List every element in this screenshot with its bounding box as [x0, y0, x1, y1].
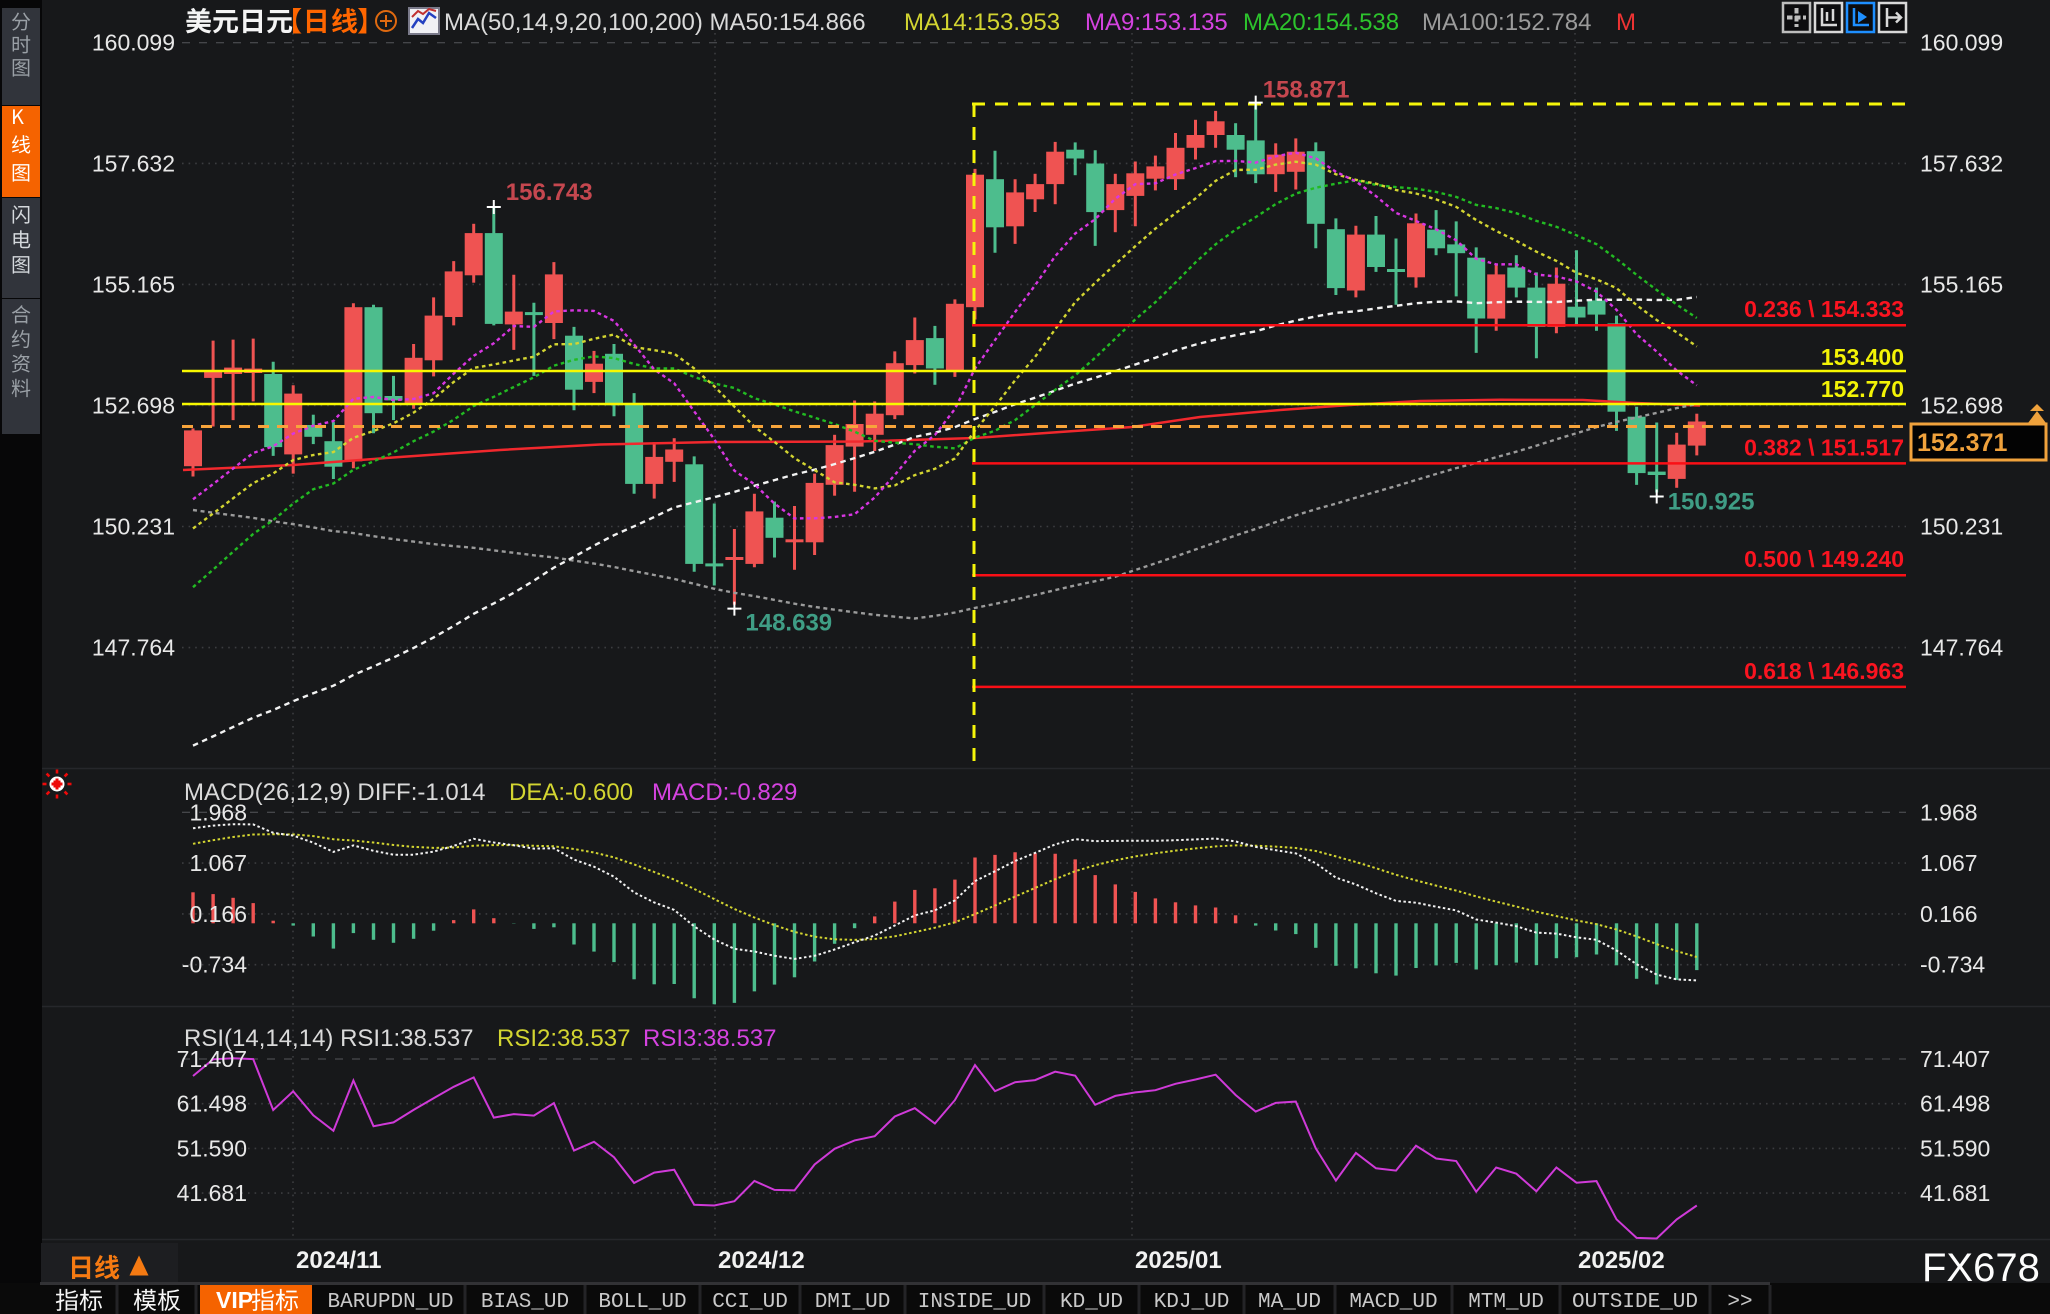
svg-text:2025/01: 2025/01: [1135, 1247, 1222, 1274]
svg-text:41.681: 41.681: [1920, 1180, 1990, 1206]
svg-text:INSIDE_UD: INSIDE_UD: [918, 1291, 1031, 1314]
svg-text:2024/12: 2024/12: [718, 1247, 805, 1274]
svg-text:155.165: 155.165: [1920, 271, 2003, 297]
svg-text:0.500 \ 149.240: 0.500 \ 149.240: [1744, 546, 1904, 572]
svg-text:0.236 \ 154.333: 0.236 \ 154.333: [1744, 296, 1904, 322]
svg-text:1.968: 1.968: [1920, 799, 1978, 825]
svg-text:1.067: 1.067: [189, 850, 247, 876]
svg-text:KD_UD: KD_UD: [1060, 1291, 1123, 1314]
svg-text:1.067: 1.067: [1920, 850, 1978, 876]
svg-text:KDJ_UD: KDJ_UD: [1154, 1291, 1230, 1314]
svg-text:156.743: 156.743: [506, 179, 593, 206]
svg-text:2025/02: 2025/02: [1578, 1247, 1665, 1274]
svg-text:MA14:153.953: MA14:153.953: [904, 9, 1060, 36]
svg-text:158.871: 158.871: [1263, 77, 1350, 104]
svg-text:147.764: 147.764: [1920, 635, 2003, 661]
svg-text:BARUPDN_UD: BARUPDN_UD: [327, 1291, 453, 1314]
svg-text:FX678: FX678: [1922, 1246, 2040, 1290]
svg-text:147.764: 147.764: [92, 635, 175, 661]
svg-text:152.371: 152.371: [1917, 429, 2007, 457]
svg-text:150.231: 150.231: [1920, 514, 2003, 540]
svg-text:OUTSIDE_UD: OUTSIDE_UD: [1572, 1291, 1698, 1314]
svg-text:MACD_UD: MACD_UD: [1349, 1291, 1437, 1314]
svg-text:BOLL_UD: BOLL_UD: [598, 1291, 686, 1314]
svg-text:1.968: 1.968: [189, 799, 247, 825]
svg-text:0.166: 0.166: [189, 901, 247, 927]
svg-text:71.407: 71.407: [1920, 1046, 1990, 1072]
svg-text:61.498: 61.498: [177, 1091, 247, 1117]
svg-text:DEA:-0.600: DEA:-0.600: [509, 779, 633, 806]
svg-text:MACD(26,12,9) DIFF:-1.014: MACD(26,12,9) DIFF:-1.014: [184, 779, 485, 806]
svg-text:MTM_UD: MTM_UD: [1468, 1291, 1544, 1314]
svg-text:MA_UD: MA_UD: [1258, 1291, 1321, 1314]
svg-text:61.498: 61.498: [1920, 1091, 1990, 1117]
svg-text:150.925: 150.925: [1668, 489, 1755, 516]
svg-text:DMI_UD: DMI_UD: [815, 1291, 891, 1314]
svg-text:160.099: 160.099: [92, 29, 175, 55]
svg-text:148.639: 148.639: [745, 610, 832, 637]
svg-text:MA20:154.538: MA20:154.538: [1243, 9, 1399, 36]
svg-text:RSI2:38.537: RSI2:38.537: [497, 1025, 630, 1052]
svg-text:157.632: 157.632: [92, 150, 175, 176]
svg-text:2024/11: 2024/11: [296, 1247, 381, 1274]
svg-text:152.698: 152.698: [1920, 393, 2003, 419]
svg-text:51.590: 51.590: [1920, 1135, 1990, 1161]
svg-text:-0.734: -0.734: [182, 952, 247, 978]
svg-text:150.231: 150.231: [92, 514, 175, 540]
svg-text:MA9:153.135: MA9:153.135: [1085, 9, 1228, 36]
svg-text:153.400: 153.400: [1821, 344, 1904, 370]
svg-text:VIP: VIP: [216, 1287, 253, 1313]
svg-text:MACD:-0.829: MACD:-0.829: [652, 779, 797, 806]
svg-text:0.382 \ 151.517: 0.382 \ 151.517: [1744, 434, 1904, 460]
svg-text:BIAS_UD: BIAS_UD: [481, 1291, 569, 1314]
svg-text:0.166: 0.166: [1920, 901, 1978, 927]
svg-text:160.099: 160.099: [1920, 29, 2003, 55]
svg-text:152.698: 152.698: [92, 393, 175, 419]
svg-text:71.407: 71.407: [177, 1046, 247, 1072]
svg-text:0.618 \ 146.963: 0.618 \ 146.963: [1744, 658, 1904, 684]
svg-text:41.681: 41.681: [177, 1180, 247, 1206]
svg-text:>>: >>: [1727, 1291, 1752, 1314]
svg-text:MA100:152.784: MA100:152.784: [1422, 9, 1591, 36]
svg-text:RSI(14,14,14) RSI1:38.537: RSI(14,14,14) RSI1:38.537: [184, 1025, 474, 1052]
svg-text:CCI_UD: CCI_UD: [712, 1291, 788, 1314]
svg-text:51.590: 51.590: [177, 1135, 247, 1161]
svg-text:155.165: 155.165: [92, 271, 175, 297]
svg-text:-0.734: -0.734: [1920, 952, 1985, 978]
svg-text:M: M: [1616, 9, 1636, 36]
svg-text:152.770: 152.770: [1821, 376, 1904, 402]
svg-text:157.632: 157.632: [1920, 150, 2003, 176]
svg-text:RSI3:38.537: RSI3:38.537: [643, 1025, 776, 1052]
svg-text:MA(50,14,9,20,100,200) MA50:15: MA(50,14,9,20,100,200) MA50:154.866: [444, 9, 866, 36]
